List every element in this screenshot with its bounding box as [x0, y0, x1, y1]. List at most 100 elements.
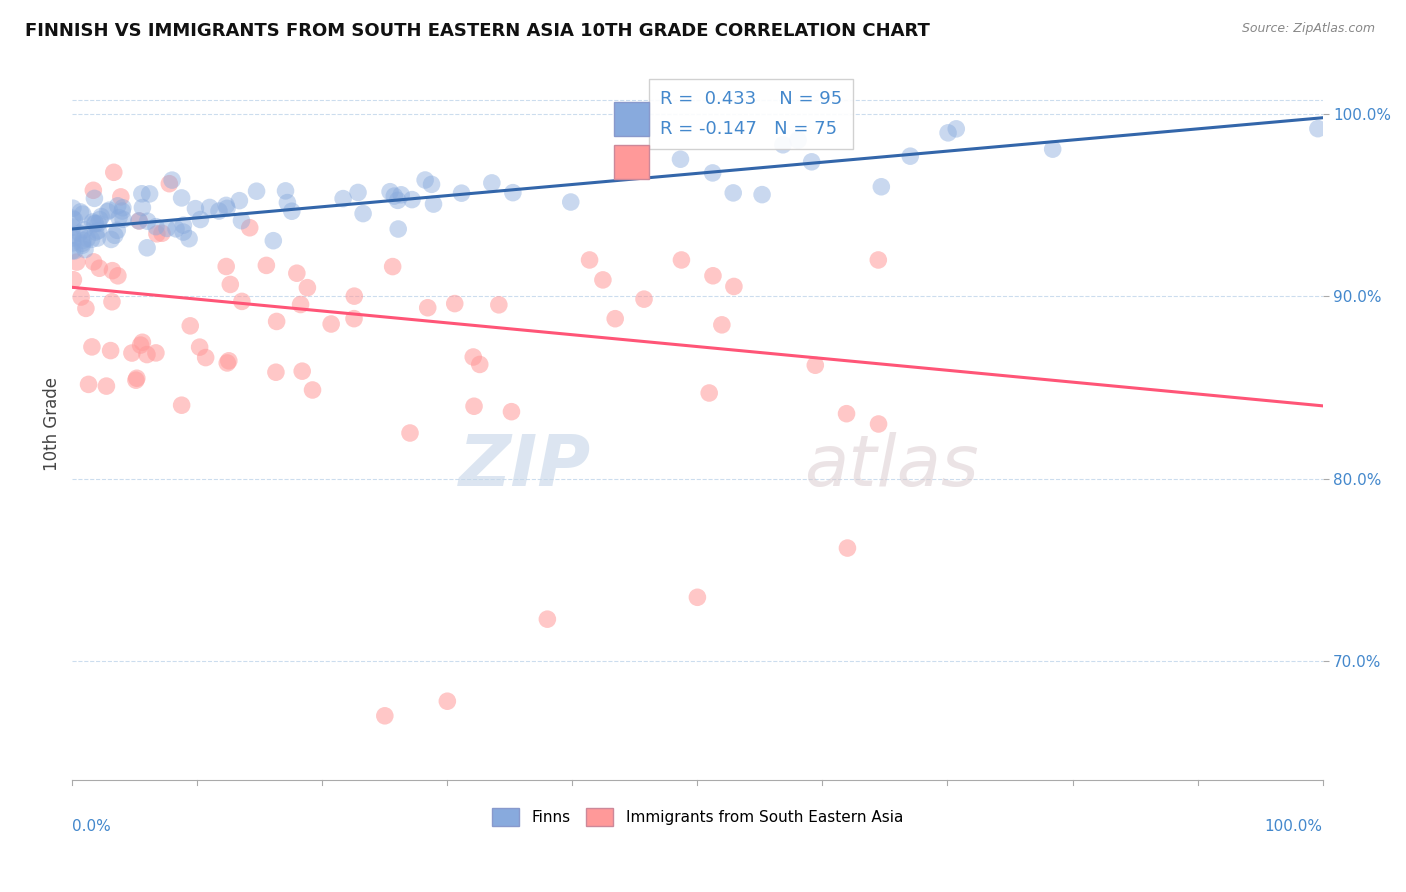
Point [66, 255, 89, 269]
Point [378, 185, 401, 199]
Point [128, 214, 150, 228]
Point [710, 318, 733, 332]
Point [254, 259, 277, 273]
Point [90, 210, 112, 224]
Point [501, 405, 523, 419]
Point [63, 244, 86, 258]
Point [343, 289, 366, 303]
Point [228, 194, 250, 208]
Point [215, 198, 238, 212]
Point [131, 186, 153, 201]
Point [443, 296, 465, 310]
Point [138, 186, 160, 201]
Point [146, 227, 169, 241]
Point [399, 425, 422, 440]
Point [633, 292, 655, 306]
Point [62, 220, 84, 235]
Point [80, 232, 103, 246]
Point [70, 238, 93, 252]
Point [69, 226, 91, 240]
Text: 100.0%: 100.0% [1264, 819, 1323, 834]
Point [110, 190, 132, 204]
Point [387, 194, 409, 208]
Point [107, 268, 129, 283]
Point [301, 383, 323, 397]
Point [136, 347, 159, 361]
Point [697, 386, 720, 401]
Point [868, 252, 890, 267]
Point [870, 179, 893, 194]
Text: R =  0.433    N = 95
R = -0.147   N = 75: R = 0.433 N = 95 R = -0.147 N = 75 [659, 90, 842, 138]
Point [86, 231, 108, 245]
Point [121, 346, 143, 360]
Point [62, 273, 84, 287]
Point [297, 281, 319, 295]
Point [723, 186, 745, 200]
Point [321, 317, 343, 331]
Point [75, 301, 97, 316]
Point [108, 211, 131, 225]
Point [112, 212, 135, 227]
Point [290, 297, 312, 311]
Point [179, 318, 201, 333]
Y-axis label: 10th Grade: 10th Grade [44, 377, 60, 471]
Point [264, 365, 287, 379]
Point [82, 183, 104, 197]
Point [156, 221, 179, 235]
Point [73, 243, 96, 257]
Point [131, 201, 153, 215]
Point [215, 260, 238, 274]
Point [231, 294, 253, 309]
Point [352, 206, 374, 220]
Point [245, 184, 267, 198]
Point [165, 222, 187, 236]
Point [172, 219, 194, 233]
Point [751, 187, 773, 202]
Point [96, 379, 118, 393]
Point [274, 184, 297, 198]
Point [145, 346, 167, 360]
Point [98, 203, 121, 218]
Point [160, 173, 183, 187]
Point [945, 121, 967, 136]
Legend: Finns, Immigrants from South Eastern Asia: Finns, Immigrants from South Eastern Asi… [485, 802, 910, 832]
Point [80, 340, 103, 354]
Point [70, 290, 93, 304]
Point [898, 149, 921, 163]
Point [83, 191, 105, 205]
Point [231, 213, 253, 227]
Point [107, 199, 129, 213]
Point [101, 263, 124, 277]
Point [72, 207, 94, 221]
Text: 0.0%: 0.0% [72, 819, 111, 834]
Point [188, 340, 211, 354]
Point [804, 358, 827, 372]
Point [136, 241, 159, 255]
Point [89, 212, 111, 227]
Point [281, 204, 304, 219]
Point [262, 234, 284, 248]
Point [436, 694, 458, 708]
Point [208, 204, 231, 219]
Point [502, 186, 524, 200]
Text: atlas: atlas [804, 433, 979, 501]
Point [800, 154, 823, 169]
Point [578, 252, 600, 267]
Point [83, 255, 105, 269]
Point [111, 201, 134, 215]
Point [198, 201, 221, 215]
Point [190, 212, 212, 227]
Text: Source: ZipAtlas.com: Source: ZipAtlas.com [1241, 22, 1375, 36]
Point [60, 244, 83, 258]
Point [686, 591, 709, 605]
Point [83, 216, 105, 230]
Point [605, 311, 627, 326]
Point [62, 201, 84, 215]
Point [560, 194, 582, 209]
Point [136, 214, 159, 228]
Point [266, 314, 288, 328]
Point [413, 173, 436, 187]
Point [772, 137, 794, 152]
Bar [613, 102, 648, 136]
Point [105, 223, 128, 237]
